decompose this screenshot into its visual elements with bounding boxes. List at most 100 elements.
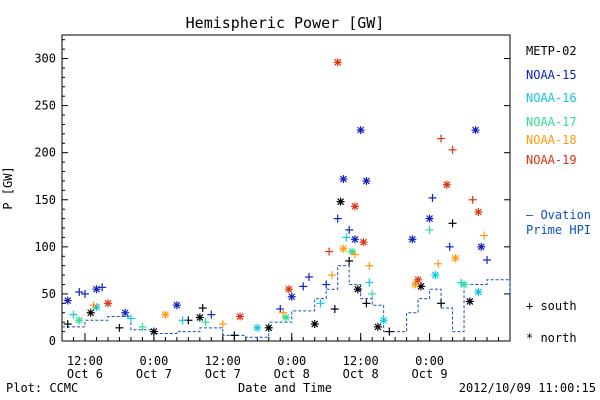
marker-noaa-15 <box>339 175 348 184</box>
legend-item-noaa-19: NOAA-19 <box>526 153 577 167</box>
marker-noaa-15 <box>483 256 492 265</box>
y-tick-label: 0 <box>49 334 56 348</box>
marker-noaa-17 <box>425 225 434 234</box>
marker-noaa-19 <box>474 208 483 217</box>
x-tick-label-date: Oct 8 <box>343 367 379 381</box>
marker-noaa-15 <box>299 282 308 291</box>
marker-noaa-15 <box>304 272 313 281</box>
legend-item-noaa-17: NOAA-17 <box>526 115 577 129</box>
legend-item-noaa-16: NOAA-16 <box>526 91 577 105</box>
marker-noaa-18 <box>279 308 288 317</box>
marker-metp-02 <box>336 197 345 206</box>
marker-metp-02 <box>448 219 457 228</box>
marker-noaa-18 <box>89 301 98 310</box>
x-tick-label-date: Oct 9 <box>412 367 448 381</box>
x-tick-label-time: 12:00 <box>343 354 379 368</box>
marker-noaa-15 <box>98 283 107 292</box>
marker-metp-02 <box>264 323 273 332</box>
marker-noaa-19 <box>103 299 112 308</box>
y-tick-label: 250 <box>34 99 56 113</box>
marker-noaa-15 <box>445 242 454 251</box>
y-tick-label: 50 <box>42 287 56 301</box>
legend-ovation-line1: — Ovation <box>526 208 591 222</box>
ovation-hpi-line <box>62 265 511 338</box>
marker-metp-02 <box>195 313 204 322</box>
y-tick-label: 200 <box>34 146 56 160</box>
marker-noaa-18 <box>451 254 460 263</box>
marker-metp-02 <box>115 323 124 332</box>
marker-noaa-18 <box>327 271 336 280</box>
x-tick-label-date: Oct 7 <box>136 367 172 381</box>
y-tick-label: 100 <box>34 240 56 254</box>
marker-noaa-15 <box>408 235 417 244</box>
marker-noaa-17 <box>138 322 147 331</box>
marker-noaa-15 <box>75 288 84 297</box>
marker-noaa-19 <box>448 145 457 154</box>
y-tick-label: 150 <box>34 193 56 207</box>
marker-noaa-18 <box>480 231 489 240</box>
footer-plot-credit: Plot: CCMC <box>6 381 78 395</box>
marker-noaa-15 <box>63 296 72 305</box>
marker-noaa-19 <box>437 134 446 143</box>
marker-noaa-15 <box>207 310 216 319</box>
marker-noaa-15 <box>121 308 130 317</box>
x-axis-label: Date and Time <box>238 381 332 395</box>
marker-noaa-15 <box>322 280 331 289</box>
marker-metp-02 <box>149 327 158 336</box>
legend: METP-02 NOAA-15 NOAA-16 NOAA-17 NOAA-18 … <box>526 44 591 345</box>
marker-noaa-18 <box>365 261 374 270</box>
legend-item-metp-02: METP-02 <box>526 44 577 58</box>
marker-noaa-19 <box>350 202 359 211</box>
marker-noaa-16 <box>253 323 262 332</box>
marker-noaa-15 <box>477 242 486 251</box>
x-tick-label-date: Oct 6 <box>67 367 103 381</box>
marker-noaa-16 <box>365 278 374 287</box>
marker-metp-02 <box>86 308 95 317</box>
marker-metp-02 <box>373 322 382 331</box>
marker-metp-02 <box>230 331 239 340</box>
marker-metp-02 <box>63 320 72 329</box>
marker-noaa-16 <box>126 314 135 323</box>
marker-noaa-17 <box>282 313 290 322</box>
legend-item-noaa-18: NOAA-18 <box>526 133 577 147</box>
x-tick-label-time: 0:00 <box>139 354 168 368</box>
legend-north-marker: * north <box>526 331 577 345</box>
marker-metp-02 <box>330 304 339 313</box>
x-tick-label-time: 12:00 <box>67 354 103 368</box>
x-tick-label-date: Oct 8 <box>274 367 310 381</box>
marker-noaa-17 <box>368 289 377 298</box>
legend-south-marker: + south <box>526 299 577 313</box>
plot-frame <box>61 34 511 342</box>
marker-noaa-15 <box>471 126 480 135</box>
marker-noaa-17 <box>460 280 469 289</box>
x-tick-label-date: Oct 7 <box>205 367 241 381</box>
marker-noaa-16 <box>379 316 388 325</box>
marker-noaa-18 <box>350 250 359 259</box>
marker-noaa-15 <box>350 235 359 244</box>
footer-timestamp: 2012/10/09 11:00:15 <box>459 381 596 395</box>
marker-noaa-19 <box>468 195 477 204</box>
marker-noaa-19 <box>359 238 368 247</box>
data-markers <box>63 58 492 340</box>
marker-noaa-19 <box>414 275 423 284</box>
marker-noaa-15 <box>356 126 365 135</box>
marker-noaa-18 <box>339 244 348 253</box>
y-axis-label: P [GW] <box>1 166 15 209</box>
marker-noaa-15 <box>172 301 181 310</box>
marker-noaa-18 <box>218 320 227 329</box>
marker-noaa-15 <box>80 289 89 298</box>
marker-metp-02 <box>353 285 362 294</box>
marker-metp-02 <box>385 327 394 336</box>
marker-noaa-19 <box>333 58 342 67</box>
marker-noaa-15 <box>362 176 371 185</box>
legend-ovation-line2: Prime HPI <box>526 223 591 237</box>
marker-noaa-19 <box>442 180 451 189</box>
marker-noaa-15 <box>425 214 434 223</box>
marker-metp-02 <box>465 297 474 306</box>
marker-metp-02 <box>362 299 371 308</box>
marker-noaa-16 <box>178 316 187 325</box>
marker-noaa-18 <box>434 259 443 268</box>
marker-noaa-16 <box>474 288 483 297</box>
